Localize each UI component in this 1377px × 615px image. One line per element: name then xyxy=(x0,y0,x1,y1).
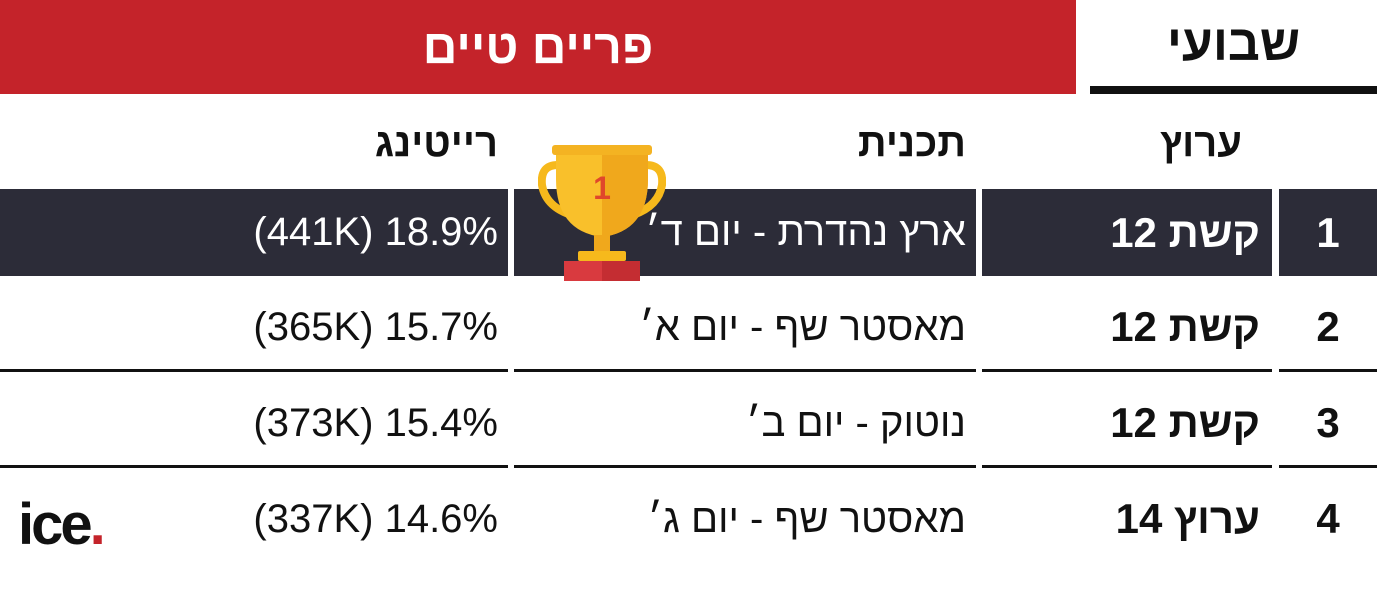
period-underline xyxy=(1090,86,1377,94)
table-row-channel: ערוץ 14 xyxy=(1115,495,1260,542)
table-row-rank: 2 xyxy=(1316,303,1340,350)
row-divider xyxy=(982,369,1272,372)
table-row-rank: 3 xyxy=(1316,399,1340,446)
column-header-rating: רייטינג xyxy=(374,120,498,165)
page-title: פריים טיים xyxy=(422,20,654,74)
table-row-program: מאסטר שף - יום ג׳ xyxy=(647,496,966,541)
column-header-program: תכנית xyxy=(857,120,966,165)
table-row-rating: (441K) 18.9% xyxy=(0,189,508,276)
table-row-rank: 1 xyxy=(1279,189,1377,276)
row-divider xyxy=(1279,369,1377,372)
trophy-label: 1 xyxy=(593,170,611,206)
ice-logo: ice. xyxy=(18,492,106,557)
table-row-rating: (365K) 15.7% xyxy=(253,304,498,349)
table-row-rating: (337K) 14.6% xyxy=(253,496,498,541)
table-row-rating: (373K) 15.4% xyxy=(253,400,498,445)
period-label: שבועי xyxy=(1166,15,1301,71)
column-header-channel: ערוץ xyxy=(1160,120,1242,165)
table-row-program: מאסטר שף - יום א׳ xyxy=(639,304,966,349)
trophy-icon: 1 xyxy=(537,143,667,283)
row-divider xyxy=(0,465,508,468)
row-divider xyxy=(982,465,1272,468)
table-row-channel: קשת 12 xyxy=(1110,399,1260,446)
table-row-program: נוטוק - יום ב׳ xyxy=(746,400,966,445)
row-divider xyxy=(1279,465,1377,468)
row-divider xyxy=(514,369,976,372)
table-row-channel: קשת 12 xyxy=(982,189,1272,276)
title-banner xyxy=(0,0,1076,94)
table-row-channel: קשת 12 xyxy=(1110,303,1260,350)
row-divider xyxy=(514,465,976,468)
table-row-rank: 4 xyxy=(1316,495,1340,542)
row-divider xyxy=(0,369,508,372)
